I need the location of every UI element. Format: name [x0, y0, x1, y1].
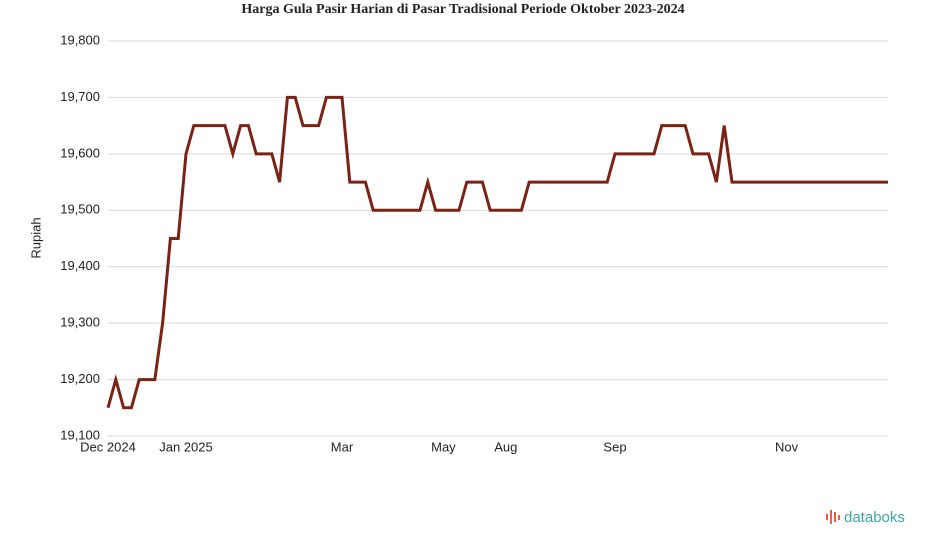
- y-tick-label: 19,400: [60, 258, 100, 273]
- x-tick-label: Sep: [603, 439, 626, 454]
- line: [106, 95, 888, 410]
- x-tick-label: Nov: [775, 439, 799, 454]
- x-tick-label: Dec 2024: [80, 439, 136, 454]
- x-tick-label: Jan 2025: [159, 439, 213, 454]
- y-axis-label: Rupiah: [28, 217, 43, 258]
- watermark: databoks: [844, 509, 905, 526]
- chart-title: Harga Gula Pasir Harian di Pasar Tradisi…: [241, 2, 684, 17]
- y-tick-label: 19,500: [60, 202, 100, 217]
- logo-icon: [826, 510, 840, 524]
- y-tick-label: 19,800: [60, 32, 100, 47]
- y-tick-label: 19,200: [60, 371, 100, 386]
- x-tick-label: May: [431, 439, 456, 454]
- y-tick-label: 19,100: [60, 427, 100, 442]
- y-tick-label: 19,700: [60, 89, 100, 104]
- y-tick-label: 19,600: [60, 145, 100, 160]
- x-tick-label: Mar: [331, 439, 354, 454]
- x-tick-label: Aug: [494, 439, 517, 454]
- y-tick-label: 19,300: [60, 315, 100, 330]
